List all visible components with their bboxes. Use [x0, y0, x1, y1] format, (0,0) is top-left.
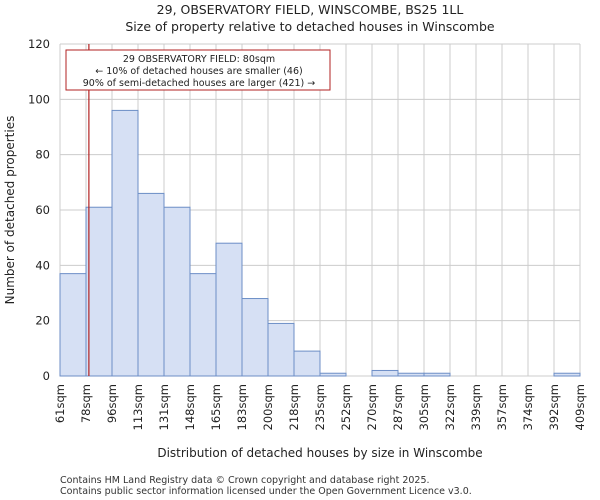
x-tick-label: 252sqm: [339, 384, 353, 430]
x-tick-label: 165sqm: [209, 384, 223, 430]
histogram-bar: [163, 206, 191, 377]
histogram-bar: [423, 372, 451, 377]
annotation-frame: [65, 49, 331, 91]
annotation-box: 29 OBSERVATORY FIELD: 80sqm ← 10% of det…: [65, 49, 331, 91]
x-tick-label: 339sqm: [469, 384, 483, 430]
histogram-bar: [397, 372, 425, 377]
y-axis-label: Number of detached properties: [3, 116, 17, 305]
x-tick-label: 392sqm: [547, 384, 561, 430]
histogram-bar: [189, 273, 217, 377]
y-tick-label: 120: [28, 37, 50, 51]
annotation-line3: 90% of semi-detached houses are larger (…: [83, 78, 316, 89]
x-tick-labels: 61sqm 78sqm 96sqm 113sqm 131sqm 148sqm 165sqm 1…: [53, 384, 587, 430]
histogram-bar: [137, 192, 165, 377]
histogram-bar: [371, 369, 399, 377]
x-tick-label: 183sqm: [235, 384, 249, 430]
x-tick-label: 270sqm: [365, 384, 379, 430]
histogram-bar: [85, 206, 113, 377]
x-tick-label: 305sqm: [417, 384, 431, 430]
x-tick-label: 235sqm: [313, 384, 327, 430]
histogram-bar: [267, 322, 295, 377]
x-tick-label: 200sqm: [261, 384, 275, 430]
x-tick-label: 148sqm: [183, 384, 197, 430]
y-tick-labels: 0 20 40 60 80 100 120: [28, 37, 50, 383]
y-tick-label: 20: [35, 314, 50, 328]
y-tick-label: 60: [35, 203, 50, 217]
histogram-bar: [215, 242, 243, 377]
x-axis-label: Distribution of detached houses by size …: [157, 446, 482, 460]
histogram-bar: [241, 298, 269, 377]
y-tick-label: 100: [28, 92, 50, 106]
x-tick-label: 322sqm: [443, 384, 457, 430]
histogram-bar: [293, 350, 321, 377]
chart-title-line1: 29, OBSERVATORY FIELD, WINSCOMBE, BS25 1…: [157, 2, 464, 17]
bars-group: [59, 109, 581, 377]
x-tick-label: 374sqm: [521, 384, 535, 430]
x-tick-label: 113sqm: [131, 384, 145, 430]
annotation-line2: ← 10% of detached houses are smaller (46…: [95, 66, 302, 77]
histogram-bar: [319, 372, 347, 377]
x-tick-label: 78sqm: [79, 384, 93, 423]
x-tick-label: 61sqm: [53, 384, 67, 423]
x-tick-label: 409sqm: [573, 384, 587, 430]
x-tick-label: 131sqm: [157, 384, 171, 430]
x-tick-label: 96sqm: [105, 384, 119, 423]
histogram-bar: [111, 109, 139, 377]
annotation-line1: 29 OBSERVATORY FIELD: 80sqm: [123, 54, 275, 65]
y-tick-label: 80: [35, 148, 50, 162]
histogram-bar: [553, 372, 581, 377]
footer-line1: Contains HM Land Registry data © Crown c…: [60, 475, 430, 486]
x-tick-label: 287sqm: [391, 384, 405, 430]
footer-line2: Contains public sector information licen…: [60, 486, 472, 497]
y-tick-label: 40: [35, 258, 50, 272]
x-tick-label: 357sqm: [495, 384, 509, 430]
histogram-bar: [59, 273, 87, 377]
y-tick-label: 0: [43, 369, 50, 383]
x-tick-label: 218sqm: [287, 384, 301, 430]
chart-title-line2: Size of property relative to detached ho…: [125, 19, 495, 34]
